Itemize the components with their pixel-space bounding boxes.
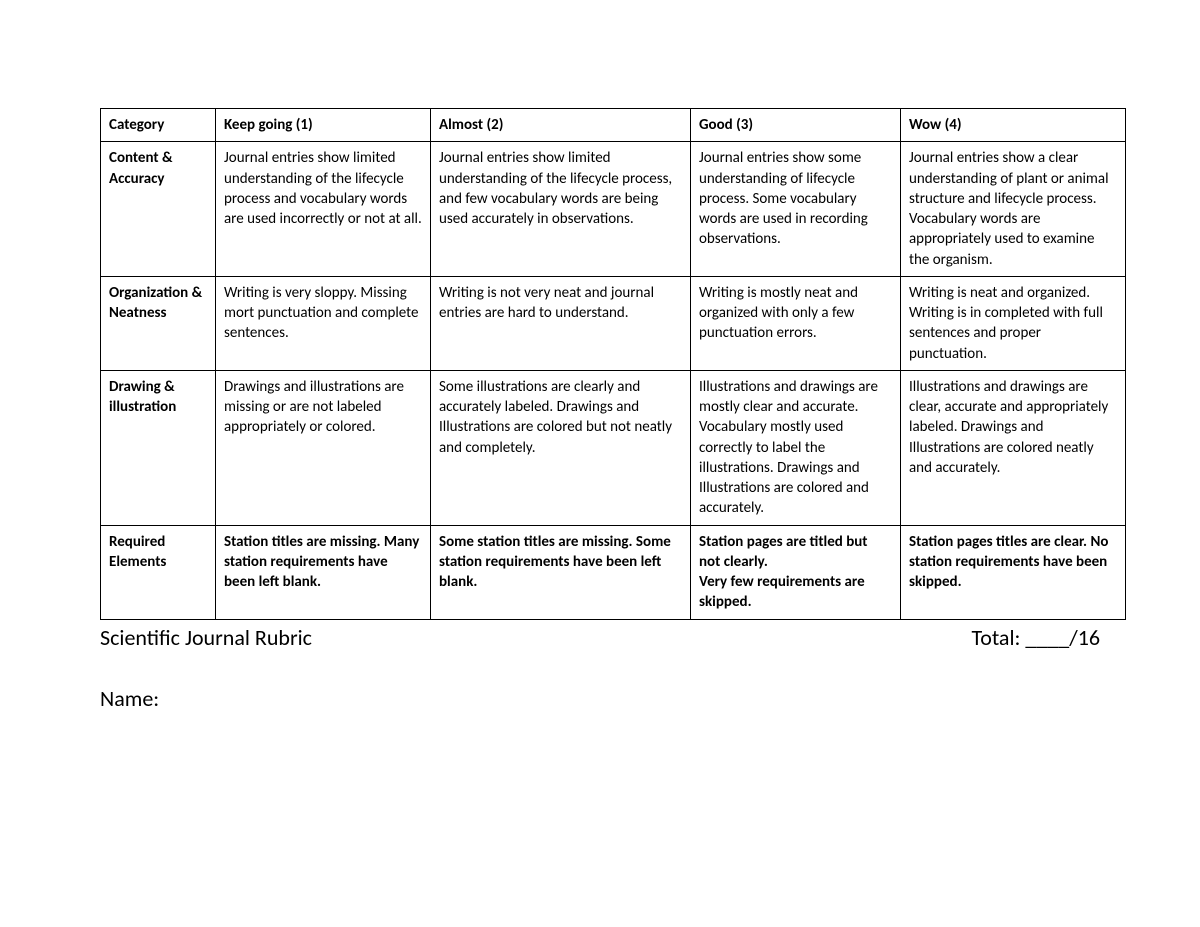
- rubric-table: Category Keep going (1) Almost (2) Good …: [100, 108, 1126, 620]
- table-row: Organization & NeatnessWriting is very s…: [101, 276, 1126, 370]
- row-category: Organization & Neatness: [101, 276, 216, 370]
- rubric-cell: Writing is neat and organized. Writing i…: [901, 276, 1126, 370]
- name-label: Name:: [100, 685, 1100, 712]
- rubric-cell: Station titles are missing. Many station…: [216, 525, 431, 619]
- rubric-cell: Journal entries show limited understandi…: [431, 142, 691, 277]
- footer-total: Total: ____/16: [971, 624, 1100, 651]
- rubric-cell: Writing is not very neat and journal ent…: [431, 276, 691, 370]
- header-level-4: Wow (4): [901, 109, 1126, 142]
- rubric-cell: Writing is very sloppy. Missing mort pun…: [216, 276, 431, 370]
- row-category: Drawing & illustration: [101, 370, 216, 525]
- rubric-cell: Some illustrations are clearly and accur…: [431, 370, 691, 525]
- rubric-cell: Journal entries show a clear understandi…: [901, 142, 1126, 277]
- rubric-cell: Illustrations and drawings are clear, ac…: [901, 370, 1126, 525]
- footer-row: Scientific Journal Rubric Total: ____/16: [100, 624, 1100, 651]
- rubric-cell: Journal entries show limited understandi…: [216, 142, 431, 277]
- rubric-cell: Some station titles are missing. Some st…: [431, 525, 691, 619]
- header-level-1: Keep going (1): [216, 109, 431, 142]
- rubric-cell: Station pages titles are clear. No stati…: [901, 525, 1126, 619]
- table-row: Required ElementsStation titles are miss…: [101, 525, 1126, 619]
- table-row: Content & AccuracyJournal entries show l…: [101, 142, 1126, 277]
- table-row: Drawing & illustrationDrawings and illus…: [101, 370, 1126, 525]
- rubric-cell: Illustrations and drawings are mostly cl…: [691, 370, 901, 525]
- rubric-cell: Journal entries show some understanding …: [691, 142, 901, 277]
- header-level-2: Almost (2): [431, 109, 691, 142]
- footer-title: Scientific Journal Rubric: [100, 624, 312, 651]
- header-category: Category: [101, 109, 216, 142]
- table-header-row: Category Keep going (1) Almost (2) Good …: [101, 109, 1126, 142]
- rubric-cell: Station pages are titled but not clearly…: [691, 525, 901, 619]
- row-category: Content & Accuracy: [101, 142, 216, 277]
- rubric-body: Content & AccuracyJournal entries show l…: [101, 142, 1126, 619]
- rubric-cell: Drawings and illustrations are missing o…: [216, 370, 431, 525]
- header-level-3: Good (3): [691, 109, 901, 142]
- row-category: Required Elements: [101, 525, 216, 619]
- rubric-page: Category Keep going (1) Almost (2) Good …: [0, 0, 1200, 927]
- rubric-cell: Writing is mostly neat and organized wit…: [691, 276, 901, 370]
